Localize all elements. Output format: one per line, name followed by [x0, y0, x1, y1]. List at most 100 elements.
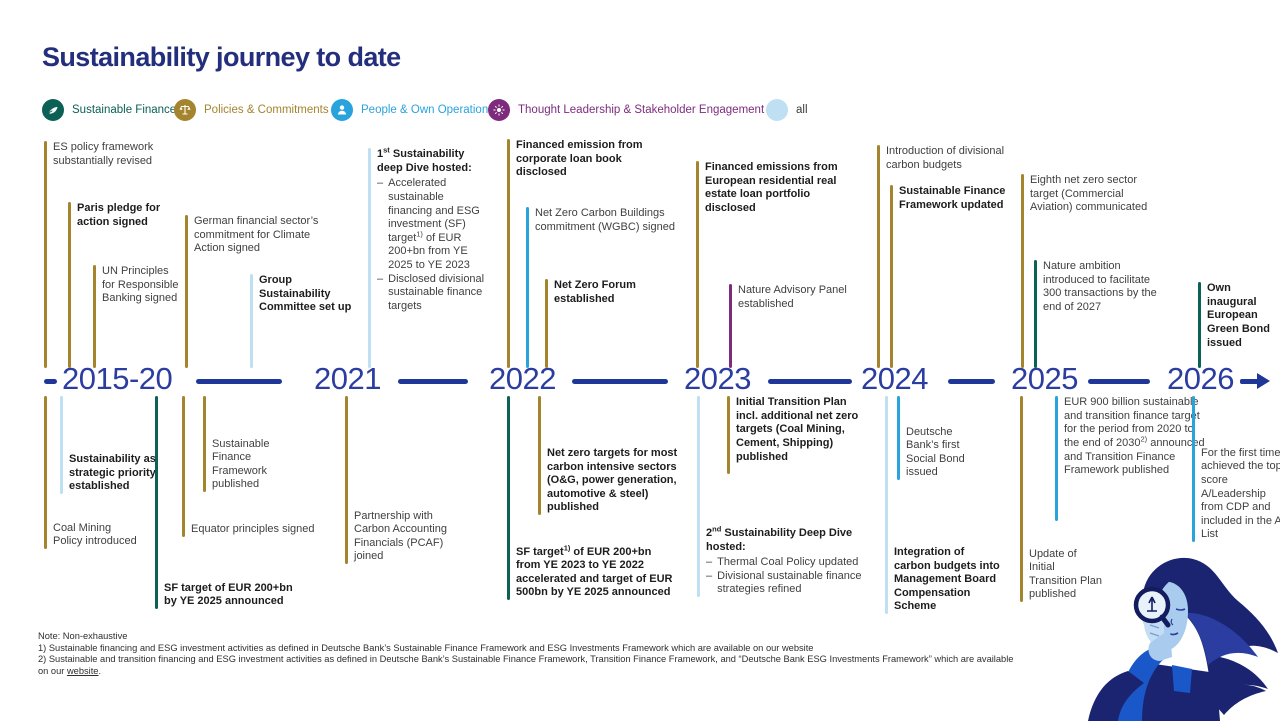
timeline-event: SF target of EUR 200+bn by YE 2025 annou… [155, 396, 307, 609]
bullet-dash: – [706, 556, 713, 569]
category-bar [155, 396, 158, 609]
event-text: Net zero targets for most carbon intensi… [547, 446, 678, 514]
category-bar [368, 148, 371, 368]
bullet-dash: – [377, 177, 384, 190]
footnote-line-3: on our website. [38, 665, 102, 676]
timeline-arrow-icon [1240, 379, 1259, 384]
category-bar [203, 396, 206, 492]
timeline-arrow-icon [1257, 373, 1270, 389]
category-bar [526, 207, 529, 368]
website-link[interactable]: website [66, 665, 99, 676]
event-text: Nature Advisory Panel established [738, 284, 847, 310]
event-text: Net Zero Carbon Buildings commitment (WG… [535, 207, 675, 233]
page-title: Sustainability journey to date [42, 42, 401, 72]
event-text: Equator principles signed [191, 523, 315, 536]
category-bar [897, 396, 900, 480]
category-bar [44, 396, 47, 549]
event-text: Sustainable Finance Framework published [212, 437, 270, 491]
legend-label: Thought Leadership & Stakeholder Engagem… [518, 104, 765, 116]
event-text: 2nd Sustainability Deep Dive hosted: – Th… [706, 524, 862, 596]
category-bar [729, 284, 732, 368]
timeline-event: UN Principles for Responsible Banking si… [93, 265, 183, 368]
category-bar [507, 396, 510, 600]
legend-item-policies: Policies & Commitments [174, 98, 329, 122]
category-bar [345, 396, 348, 564]
event-text: For the first time, achieved the top sco… [1201, 446, 1280, 541]
event-text: Own inaugural European Green Bond issued [1207, 282, 1270, 349]
footnote-line-1: 1) Sustainable financing and ESG investm… [38, 642, 814, 653]
event-text: Partnership with Carbon Accounting Finan… [354, 509, 447, 563]
category-bar [182, 396, 185, 537]
category-bar [507, 139, 510, 368]
category-bar [890, 185, 893, 368]
event-text: Eighth net zero sector target (Commercia… [1030, 174, 1148, 214]
event-text: Sustainable Finance Framework updated [899, 185, 1006, 211]
timeline-event: Nature Advisory Panel established [729, 284, 851, 368]
category-bar [1192, 396, 1195, 542]
person-icon [331, 99, 353, 121]
event-text: ES policy framework substantially revise… [53, 141, 154, 167]
timeline-start-dash [44, 379, 57, 384]
timeline-event: German financial sector’s commitment for… [185, 215, 337, 368]
timeline-segment [768, 379, 852, 384]
timeline-event: Own inaugural European Green Bond issued [1198, 282, 1274, 368]
category-bar [60, 396, 63, 494]
illustration-woman-magnifier [1088, 557, 1278, 721]
timeline-event: Sustainability as strategic priority est… [60, 396, 164, 494]
category-bar [1020, 396, 1023, 602]
event-text: Deutsche Bank’s first Social Bond issued [906, 425, 965, 479]
legend-label: all [796, 104, 808, 116]
category-bar [538, 396, 541, 515]
legend-label: Sustainable Finance [72, 104, 177, 116]
category-bar [93, 265, 96, 368]
footnote: Note: Non-exhaustive 1) Sustainable fina… [38, 631, 1013, 677]
event-text: Financed emission from corporate loan bo… [516, 139, 643, 179]
spark-icon [488, 99, 510, 121]
event-text: Group Sustainability Committee set up [259, 274, 352, 314]
legend-item-all: all [766, 98, 808, 122]
event-text: SF target of EUR 200+bn by YE 2025 annou… [164, 581, 293, 608]
timeline-event: Partnership with Carbon Accounting Finan… [345, 396, 469, 564]
event-text: Introduction of divisional carbon budget… [886, 145, 1005, 171]
timeline-event: Financed emissions from European residen… [696, 161, 851, 368]
timeline-event: EUR 900 billion sustainable and transiti… [1055, 396, 1207, 521]
footnote-line-2: 2) Sustainable and transition financing … [38, 654, 1014, 665]
event-text: EUR 900 billion sustainable and transiti… [1064, 396, 1205, 477]
timeline-event: Integration of carbon budgets into Manag… [885, 396, 1003, 614]
timeline-event: Equator principles signed [182, 396, 322, 537]
timeline-segment [196, 379, 282, 384]
timeline-event: Update of Initial Transition Plan publis… [1020, 396, 1104, 602]
legend-item-people: People & Own Operations [331, 98, 494, 122]
legend-item-thought-leadership: Thought Leadership & Stakeholder Engagem… [488, 98, 764, 122]
event-text: Initial Transition Plan incl. additional… [736, 396, 859, 463]
timeline-event: Net Zero Carbon Buildings commitment (WG… [526, 207, 678, 368]
timeline-event: SF target1) of EUR 200+bn from YE 2023 t… [507, 396, 675, 600]
timeline-event: 2nd Sustainability Deep Dive hosted: – Th… [697, 396, 869, 597]
event-text: Update of Initial Transition Plan publis… [1029, 547, 1102, 601]
timeline-segment [1088, 379, 1150, 384]
timeline-event: Group Sustainability Committee set up [250, 274, 366, 368]
event-text: German financial sector’s commitment for… [194, 215, 319, 255]
timeline-event: For the first time, achieved the top sco… [1192, 396, 1280, 542]
event-text: Coal Mining Policy introduced [53, 521, 137, 548]
timeline-event: ES policy framework substantially revise… [44, 141, 170, 368]
year-2015-20: 2015-20 [62, 361, 173, 396]
category-bar [68, 202, 71, 368]
timeline-event: Net zero targets for most carbon intensi… [538, 396, 696, 515]
event-text: Net Zero Forum established [554, 279, 636, 305]
event-text: UN Principles for Responsible Banking si… [102, 265, 179, 305]
timeline-segment [948, 379, 995, 384]
category-bar [44, 141, 47, 368]
category-bar [250, 274, 253, 368]
event-text: Nature ambition introduced to facilitate… [1043, 260, 1157, 313]
timeline-event: Nature ambition introduced to facilitate… [1034, 260, 1167, 368]
timeline-event: Sustainable Finance Framework updated [890, 185, 1030, 368]
scales-icon [174, 99, 196, 121]
category-bar [885, 396, 888, 614]
all-categories-icon [766, 99, 788, 121]
timeline-event: Initial Transition Plan incl. additional… [727, 396, 869, 474]
legend-item-sustainable-finance: Sustainable Finance [42, 98, 176, 122]
category-bar [1034, 260, 1037, 368]
year-2023: 2023 [684, 361, 751, 396]
